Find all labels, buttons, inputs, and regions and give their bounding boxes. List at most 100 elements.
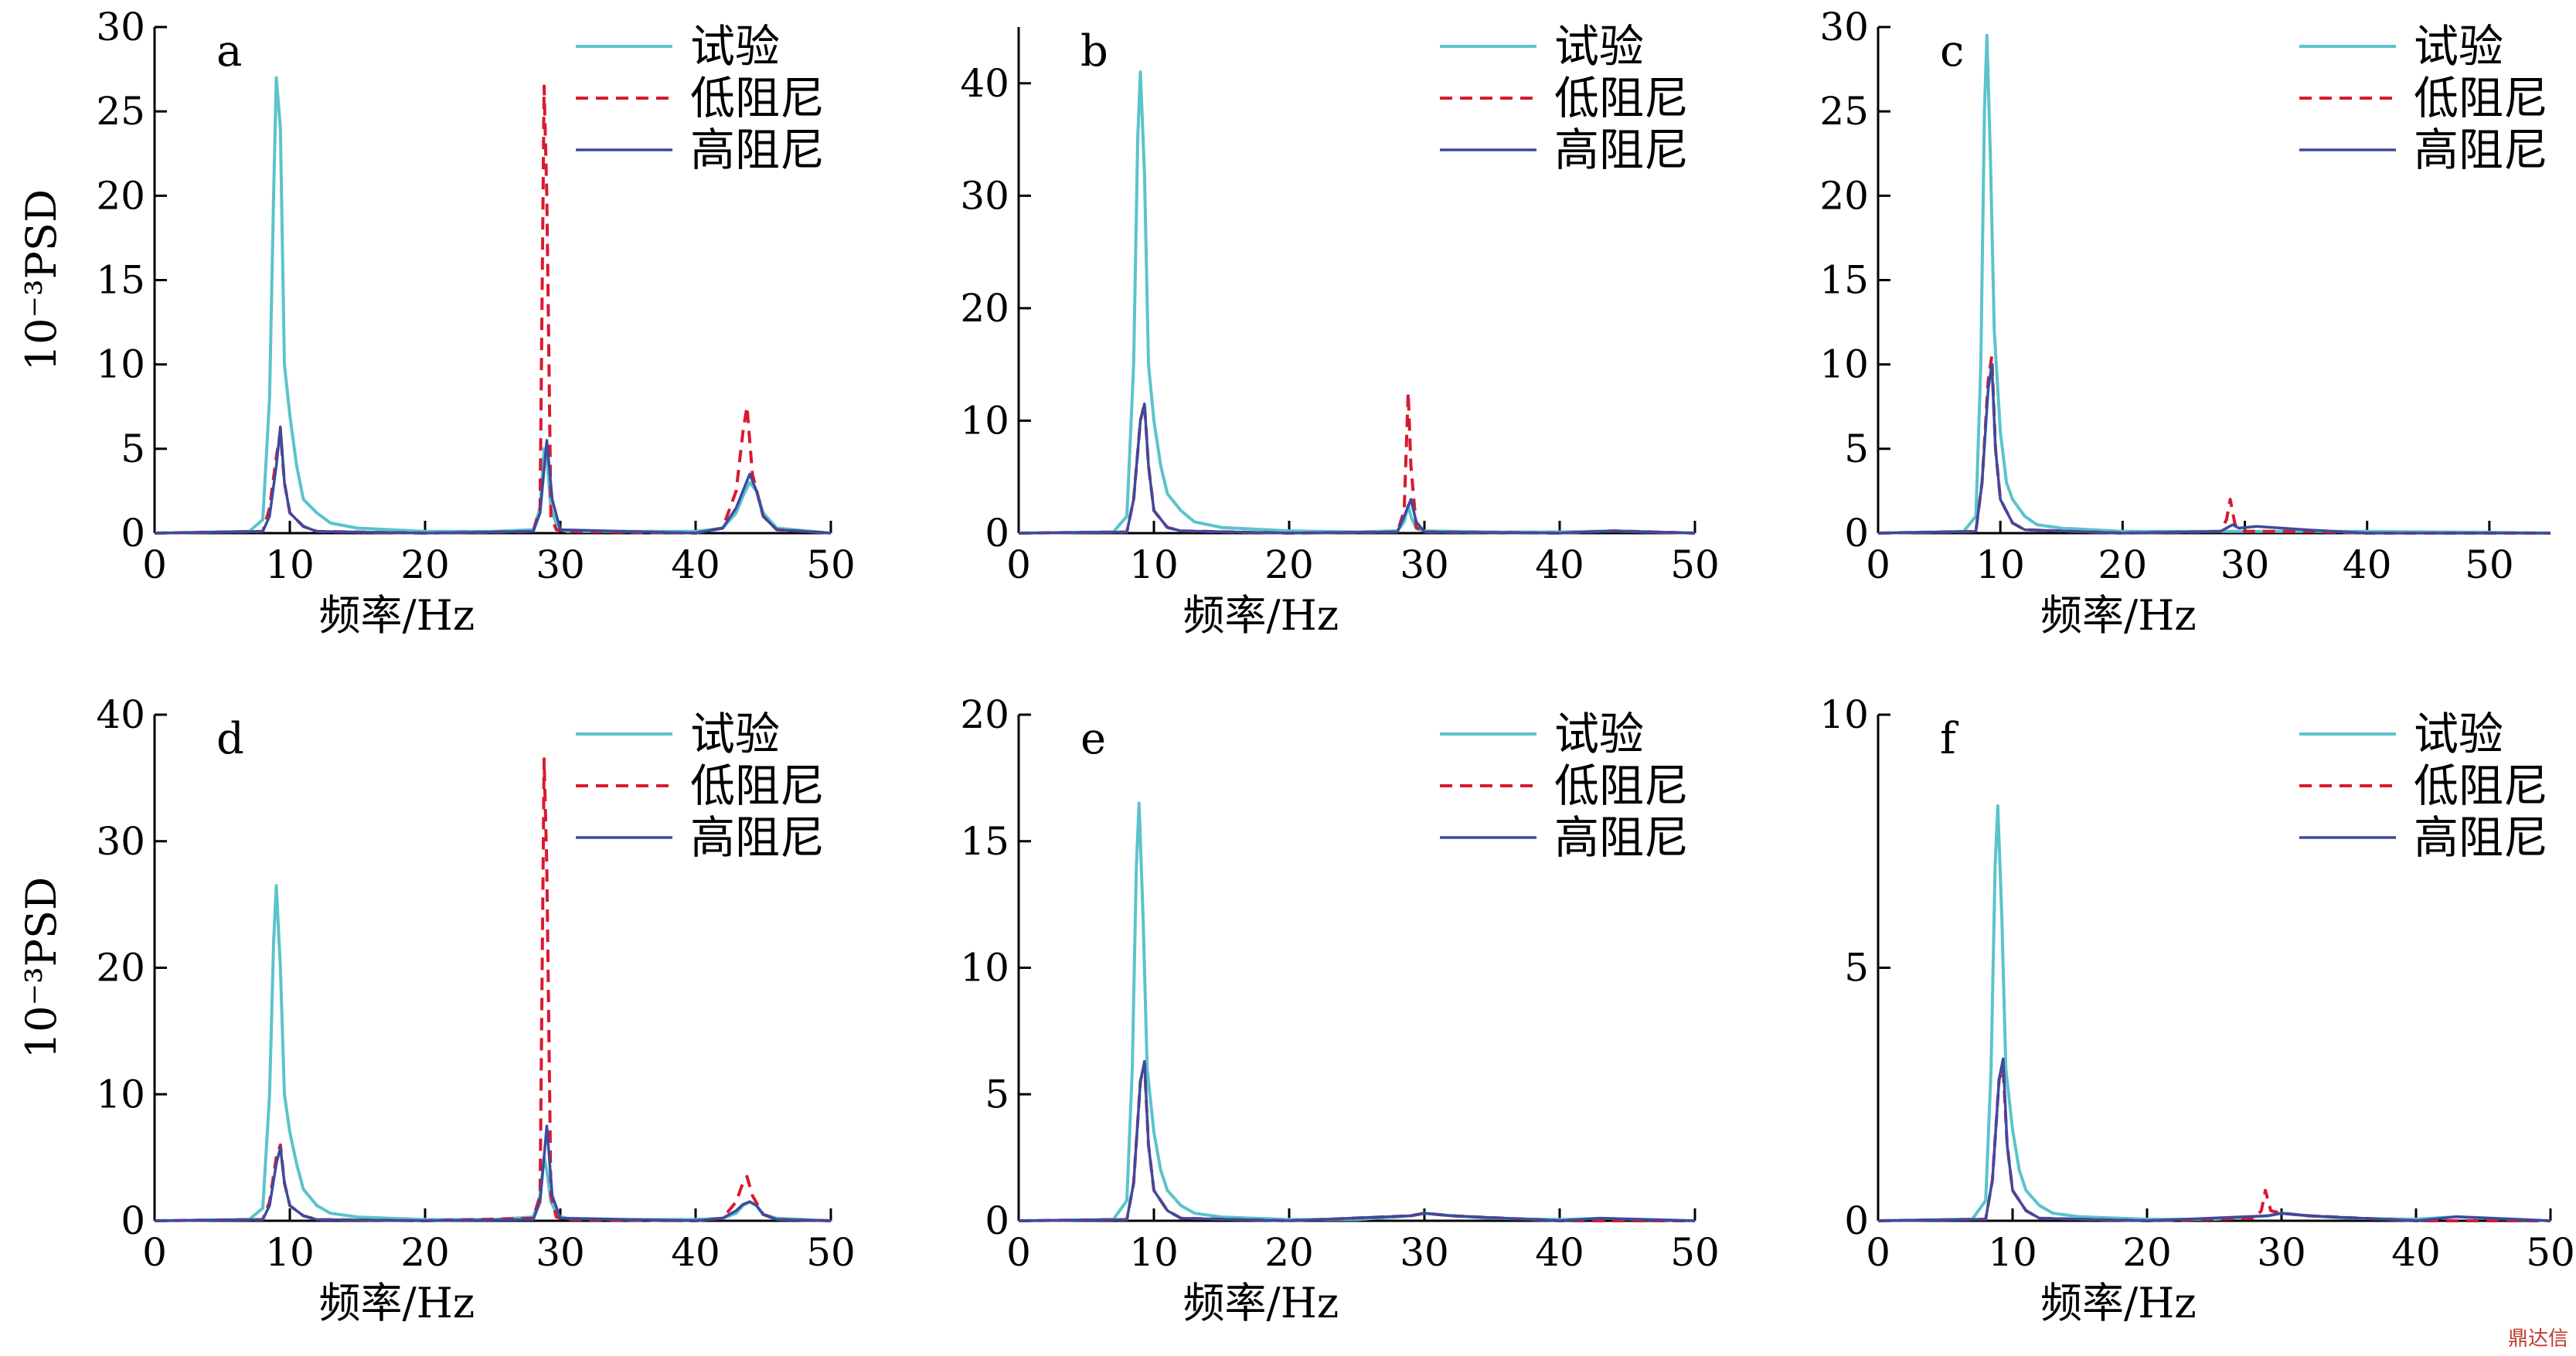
legend-label: 高阻尼 <box>2414 811 2548 864</box>
y-tick-label: 25 <box>1819 89 1869 134</box>
x-tick-label: 20 <box>1264 542 1314 587</box>
legend-label: 高阻尼 <box>1554 124 1689 176</box>
x-tick-label: 20 <box>2122 1230 2172 1275</box>
y-tick-label: 20 <box>96 173 145 218</box>
chart-panel-d: 0 10 20 30 40 50 0 10 20 30 40 频率/Hz 10⁻³PSD d 试验低阻尼高阻… <box>17 692 856 1327</box>
x-tick-label: 0 <box>1866 542 1890 587</box>
y-tick-label: 20 <box>960 286 1009 331</box>
series-line-experiment <box>154 884 832 1222</box>
series-line-high-damping <box>1018 1059 1696 1222</box>
x-tick-label: 0 <box>1006 542 1031 587</box>
y-tick-label: 30 <box>96 5 145 49</box>
y-tick-label: 0 <box>985 1198 1009 1243</box>
y-tick-label: 25 <box>96 89 145 134</box>
x-axis-title: 频率/Hz <box>2040 591 2197 640</box>
y-tick-label: 5 <box>985 1072 1009 1116</box>
x-tick-label: 40 <box>2343 542 2392 587</box>
y-tick-label: 10 <box>1819 692 1869 737</box>
series-line-low-damping <box>1018 1062 1695 1222</box>
x-tick-label: 40 <box>671 542 720 587</box>
y-tick-label: 15 <box>96 258 145 303</box>
y-tick-label: 30 <box>960 173 1009 218</box>
series-line-high-damping <box>154 1124 832 1222</box>
series-line-low-damping <box>1018 391 1696 535</box>
y-tick-label: 0 <box>985 511 1009 556</box>
x-tick-label: 50 <box>806 1230 856 1275</box>
panel-label: d <box>216 714 244 764</box>
y-tick-label: 10 <box>960 398 1009 443</box>
x-tick-label: 0 <box>142 542 167 587</box>
y-tick-label: 30 <box>96 819 145 864</box>
legend-label: 试验 <box>1554 708 1644 760</box>
y-tick-label: 10 <box>1819 342 1869 387</box>
x-tick-label: 20 <box>1264 1230 1314 1275</box>
legend-label: 低阻尼 <box>1554 760 1689 812</box>
x-tick-label: 50 <box>1670 542 1720 587</box>
x-tick-label: 40 <box>671 1230 720 1275</box>
panel-label: f <box>1940 714 1959 764</box>
chart-panel-a: 0 10 20 30 40 50 0 5 10 15 20 25 30 频率/Hz 10⁻³PSD a 试验低阻… <box>17 5 856 640</box>
x-tick-label: 20 <box>400 542 450 587</box>
x-axis-title: 频率/Hz <box>2040 1279 2197 1327</box>
x-axis-title: 频率/Hz <box>1183 1279 1339 1327</box>
series-line-experiment <box>1877 804 2551 1222</box>
panel-label: c <box>1940 26 1964 76</box>
x-tick-label: 50 <box>1670 1230 1720 1275</box>
legend-label: 试验 <box>2414 20 2503 73</box>
legend-label: 高阻尼 <box>1554 811 1689 864</box>
y-tick-label: 30 <box>1819 5 1869 49</box>
legend-label: 低阻尼 <box>690 760 825 812</box>
y-tick-label: 15 <box>960 819 1009 864</box>
y-tick-label: 40 <box>960 61 1009 106</box>
x-tick-label: 10 <box>1988 1230 2037 1275</box>
x-tick-label: 30 <box>536 542 585 587</box>
series-line-low-damping <box>154 84 832 535</box>
y-tick-label: 10 <box>960 946 1009 991</box>
panel-label: b <box>1080 26 1108 76</box>
legend-label: 试验 <box>2414 708 2503 760</box>
series-line-high-damping <box>1877 1057 2551 1222</box>
x-tick-label: 30 <box>1400 542 1449 587</box>
y-axis-title: 10⁻³PSD <box>17 189 66 372</box>
x-tick-label: 10 <box>1129 1230 1179 1275</box>
x-tick-label: 40 <box>1535 1230 1584 1275</box>
x-tick-label: 40 <box>1535 542 1584 587</box>
legend-label: 试验 <box>690 708 780 760</box>
legend-label: 试验 <box>690 20 780 73</box>
y-tick-label: 5 <box>1844 427 1869 471</box>
y-tick-label: 10 <box>96 1072 145 1116</box>
x-tick-label: 0 <box>142 1230 167 1275</box>
legend-label: 低阻尼 <box>2414 760 2548 812</box>
y-tick-label: 40 <box>96 692 145 737</box>
y-tick-label: 20 <box>960 692 1009 737</box>
y-tick-label: 5 <box>121 427 145 471</box>
y-tick-label: 0 <box>121 1198 145 1243</box>
watermark-logo: 鼎达信 <box>2507 1327 2568 1351</box>
y-tick-label: 0 <box>1844 1198 1869 1243</box>
y-tick-label: 10 <box>96 342 145 387</box>
series-line-high-damping <box>154 425 832 535</box>
legend-label: 低阻尼 <box>690 72 825 124</box>
legend-label: 低阻尼 <box>2414 72 2548 124</box>
x-tick-label: 10 <box>1129 542 1179 587</box>
x-tick-label: 30 <box>2257 1230 2306 1275</box>
x-tick-label: 10 <box>1975 542 2025 587</box>
legend-label: 高阻尼 <box>690 124 825 176</box>
x-tick-label: 40 <box>2391 1230 2441 1275</box>
x-tick-label: 50 <box>2526 1230 2575 1275</box>
legend-label: 低阻尼 <box>1554 72 1689 124</box>
x-tick-label: 30 <box>2220 542 2270 587</box>
x-tick-label: 30 <box>1400 1230 1449 1275</box>
x-tick-label: 0 <box>1866 1230 1890 1275</box>
series-line-high-damping <box>1018 402 1696 535</box>
panel-label: e <box>1080 714 1106 764</box>
y-tick-label: 0 <box>1844 511 1869 556</box>
legend-label: 试验 <box>1554 20 1644 73</box>
x-tick-label: 10 <box>265 542 315 587</box>
series-line-low-damping <box>1877 1067 2550 1222</box>
y-tick-label: 5 <box>1844 946 1869 991</box>
